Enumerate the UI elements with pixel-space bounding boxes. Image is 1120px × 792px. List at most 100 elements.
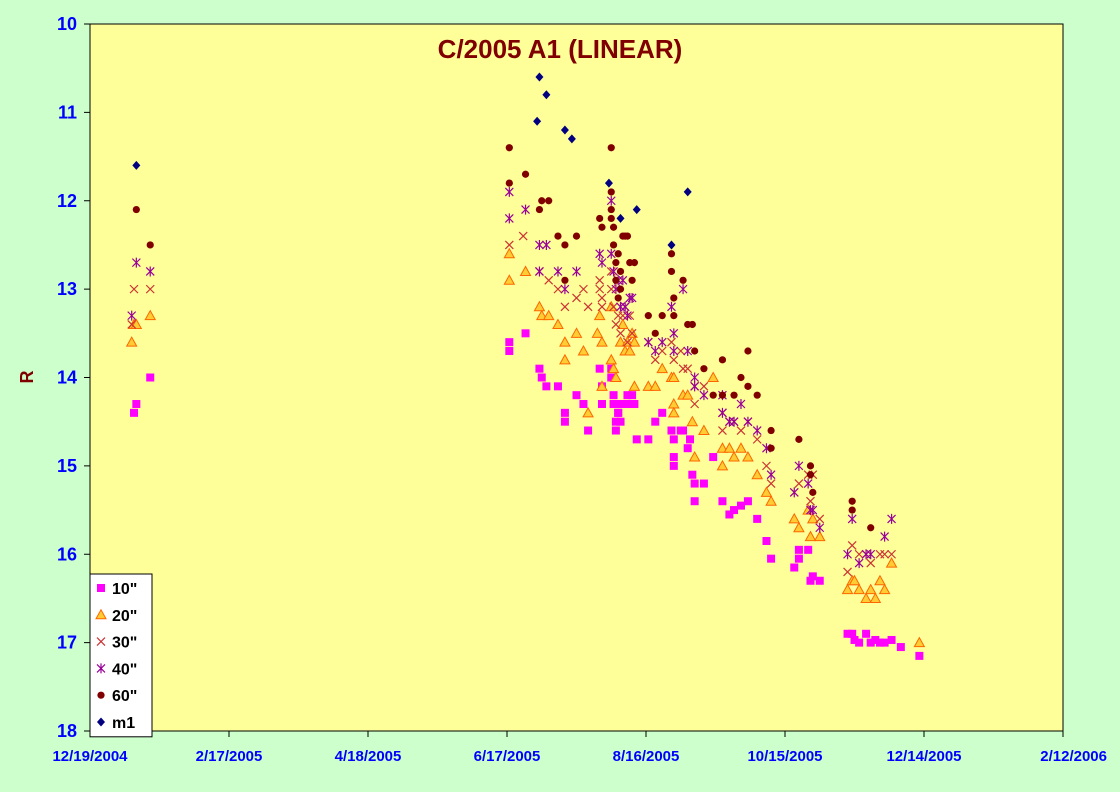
data-point-30in: [609, 302, 618, 312]
data-point-60in: [744, 347, 752, 355]
data-point-60in: [612, 259, 620, 267]
data-point-60in: [691, 347, 699, 355]
data-point-40in: [880, 531, 890, 542]
data-point-20in: [869, 592, 882, 603]
data-point-60in: [609, 241, 618, 249]
data-point-20in: [742, 451, 754, 462]
data-point-10in: [686, 435, 695, 444]
data-point-20in: [656, 362, 669, 374]
data-point-10in: [553, 382, 562, 391]
data-point-60in: [623, 232, 632, 240]
data-point-60in: [535, 205, 544, 214]
data-point-20in: [616, 318, 629, 329]
data-point-10in: [875, 638, 884, 647]
data-point-m1: [542, 90, 551, 100]
data-point-10in: [718, 497, 727, 506]
data-point-10in: [669, 461, 678, 470]
y-tick-label: 17: [57, 633, 77, 653]
data-point-10in: [862, 629, 871, 638]
data-point-10in: [794, 554, 803, 563]
data-point-10in: [871, 635, 880, 644]
data-point-60in: [644, 312, 652, 320]
legend-item: 10": [97, 581, 137, 598]
x-tick-label: 6/17/2005: [474, 748, 541, 765]
data-point-10in: [915, 651, 924, 660]
data-point-60in: [616, 267, 625, 276]
chart-title: C/2005 A1 (LINEAR): [438, 34, 683, 64]
data-point-20in: [533, 300, 546, 312]
data-point-10in: [505, 346, 514, 355]
data-point-20in: [623, 344, 636, 356]
data-point-60in: [97, 691, 105, 699]
data-point-40in: [736, 399, 746, 410]
data-point-10in: [887, 635, 896, 644]
data-point-60in: [848, 497, 856, 505]
data-point-60in: [718, 356, 727, 364]
data-point-10in: [609, 400, 618, 409]
data-point-10in: [815, 576, 824, 585]
data-point-10in: [880, 638, 889, 647]
data-point-60in: [737, 373, 745, 382]
data-point-30in: [676, 346, 686, 356]
data-point-30in: [762, 461, 771, 471]
data-point-40in: [96, 663, 106, 674]
data-point-60in: [612, 276, 620, 284]
legend-label: m1: [112, 715, 135, 732]
data-point-40in: [535, 266, 544, 277]
data-point-m1: [567, 134, 576, 144]
data-point-20in: [841, 583, 854, 595]
data-point-10in: [855, 638, 864, 647]
legend-item: 20": [95, 608, 137, 625]
data-point-10in: [848, 629, 857, 638]
data-point-60in: [658, 312, 666, 320]
data-point-20in: [751, 468, 764, 480]
legend-label: 20": [112, 608, 137, 625]
data-point-20in: [806, 512, 819, 524]
data-point-30in: [843, 567, 852, 577]
data-point-30in: [736, 426, 746, 435]
data-point-60in: [146, 241, 154, 249]
data-point-20in: [503, 274, 516, 285]
data-point-20in: [681, 389, 694, 400]
x-tick-label: 4/18/2005: [335, 748, 402, 765]
data-point-10in: [667, 426, 676, 435]
data-point-40in: [690, 381, 700, 392]
data-point-20in: [605, 353, 618, 365]
y-tick-label: 15: [57, 456, 77, 476]
series-triangle: [125, 247, 926, 648]
x-tick-label: 8/16/2005: [613, 748, 680, 765]
data-point-60in: [561, 241, 569, 249]
data-point-60in: [795, 435, 803, 443]
data-point-60in: [667, 250, 676, 258]
data-point-20in: [793, 521, 805, 533]
data-point-30in: [544, 275, 554, 285]
data-point-10in: [97, 584, 105, 592]
data-point-40in: [127, 310, 137, 321]
y-tick-label: 14: [57, 368, 77, 388]
data-point-30in: [127, 320, 137, 329]
data-point-10in: [644, 435, 653, 444]
data-point-10in: [609, 391, 618, 400]
data-point-20in: [570, 327, 583, 338]
data-point-10in: [669, 435, 678, 444]
data-point-20in: [788, 512, 801, 524]
data-point-10in: [146, 373, 155, 382]
data-point-40in: [667, 301, 676, 312]
data-point-40in: [595, 248, 605, 259]
data-point-40in: [815, 522, 825, 533]
data-point-30in: [699, 381, 709, 391]
data-point-30in: [752, 434, 762, 444]
data-point-40in: [866, 549, 876, 560]
data-point-30in: [579, 284, 588, 294]
data-point-30in: [553, 284, 563, 294]
data-point-60in: [607, 188, 615, 196]
data-point-10in: [651, 417, 660, 426]
data-point-60in: [670, 312, 678, 320]
data-point-60in: [607, 205, 615, 214]
legend-label: 40": [112, 661, 137, 678]
data-point-60in: [679, 276, 687, 284]
data-point-10in: [725, 510, 734, 519]
data-point-40in: [627, 292, 637, 303]
data-point-60in: [806, 471, 815, 479]
